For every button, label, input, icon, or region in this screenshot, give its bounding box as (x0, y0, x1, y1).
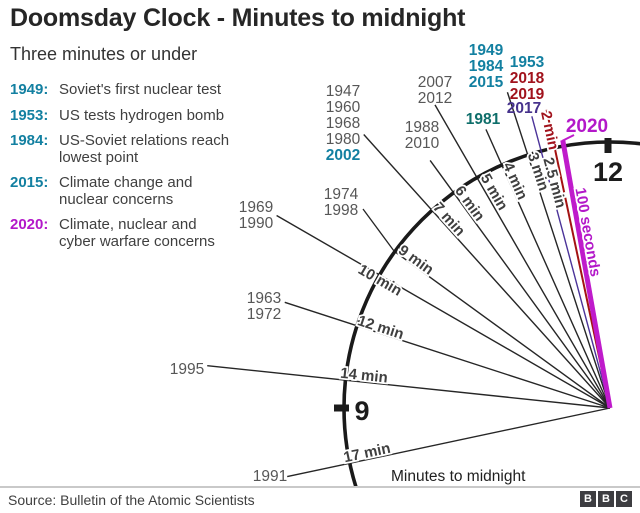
year-label-1981: 1981 (466, 111, 501, 128)
year-label-1947: 1947 (326, 83, 360, 100)
year-label-1991: 1991 (253, 468, 287, 485)
clock-line-9min (394, 251, 611, 409)
legend-text: Soviet's first nuclear test (59, 81, 222, 98)
year-label-1995: 1995 (170, 361, 204, 378)
legend-item: 2015: Climate change and nuclear concern… (10, 174, 260, 208)
bbc-logo: B B C (580, 491, 632, 507)
year-label-1953: 1953 (510, 54, 545, 71)
bbc-logo-block: B (580, 491, 596, 507)
clock-line-10min (276, 214, 611, 409)
tick-9 (334, 404, 349, 412)
legend-text: nuclear concerns (59, 190, 174, 208)
source-text: Source: Bulletin of the Atomic Scientist… (8, 492, 255, 508)
legend-year: 2015: (10, 174, 49, 191)
legend-text: US tests hydrogen bomb (59, 106, 225, 124)
legend: 1949: Soviet's first nuclear test 1953: … (10, 81, 260, 259)
year-label-1968: 1968 (326, 115, 360, 132)
clock-line-3min (506, 92, 611, 409)
clock-line-2.5min (531, 116, 611, 409)
clock-line-12min (284, 301, 611, 409)
year-label-2002: 2002 (326, 147, 360, 164)
footer: Source: Bulletin of the Atomic Scientist… (0, 486, 640, 513)
clock-line-5min (434, 104, 611, 409)
year-label-1998: 1998 (324, 202, 358, 219)
legend-text: Climate, nuclear and (59, 216, 197, 233)
clock-numeral-12: 12 (593, 157, 623, 187)
year-label-2007: 2007 (418, 74, 452, 91)
minute-label-100s: 100 seconds (571, 186, 603, 278)
minute-label-12min: 12 min (355, 312, 405, 343)
clock-line-6min (429, 160, 611, 409)
year-label-2015: 2015 (469, 74, 504, 91)
year-label-1960: 1960 (326, 99, 361, 116)
legend-text: US-Soviet relations reach (59, 132, 230, 149)
minute-label-10min: 10 min (355, 261, 405, 299)
clock-line-17min (287, 407, 611, 478)
legend-year: 1984: (10, 132, 49, 149)
page-title: Doomsday Clock - Minutes to midnight (10, 4, 466, 32)
year-label-2019: 2019 (510, 86, 545, 103)
bbc-logo-block: C (616, 491, 632, 507)
clock-line-4min (485, 129, 611, 409)
legend-item: 1984: US-Soviet relations reach lowest p… (10, 132, 260, 166)
year-label-2017: 2017 (507, 100, 541, 117)
minute-label-17min: 17 min (342, 440, 392, 467)
year-label-1988: 1988 (405, 119, 439, 136)
clock-line-7min (363, 134, 611, 409)
legend-year: 1949: (10, 81, 49, 98)
axis-label-minutes-to-midnight: Minutes to midnight (391, 468, 526, 485)
year-label-2010: 2010 (405, 135, 440, 152)
leader-line-9min (362, 208, 395, 252)
bbc-logo-block: B (598, 491, 614, 507)
legend-year: 1953: (10, 106, 49, 124)
leader-line-100s (561, 134, 575, 142)
minute-label-9min: 9 min (395, 242, 437, 279)
year-label-1963: 1963 (247, 290, 281, 307)
year-label-2018: 2018 (510, 70, 545, 87)
tick-12 (604, 138, 612, 153)
clock-line-14min (207, 364, 611, 409)
year-label-1949: 1949 (469, 42, 504, 59)
clock-numeral-9: 9 (354, 396, 369, 426)
legend-text: cyber warfare concerns (59, 232, 215, 250)
subtitle: Three minutes or under (10, 44, 198, 64)
year-label-1990: 1990 (239, 215, 274, 232)
legend-item: 1953: US tests hydrogen bomb (10, 106, 260, 125)
year-label-2012: 2012 (418, 90, 452, 107)
year-label-1974: 1974 (324, 186, 359, 203)
year-label-1984: 1984 (469, 58, 504, 75)
clock-line-100s (560, 139, 613, 409)
legend-item: 1949: Soviet's first nuclear test (10, 81, 260, 99)
legend-year: 2020: (10, 216, 49, 233)
year-label-1969: 1969 (239, 199, 273, 216)
year-label-1980: 1980 (326, 131, 361, 148)
year-label-1972: 1972 (247, 306, 281, 323)
legend-text: lowest point (59, 148, 139, 166)
legend-text: Climate change and (59, 174, 193, 191)
year-label-2020: 2020 (566, 116, 608, 137)
legend-item: 2020: Climate, nuclear and cyber warfare… (10, 216, 260, 250)
